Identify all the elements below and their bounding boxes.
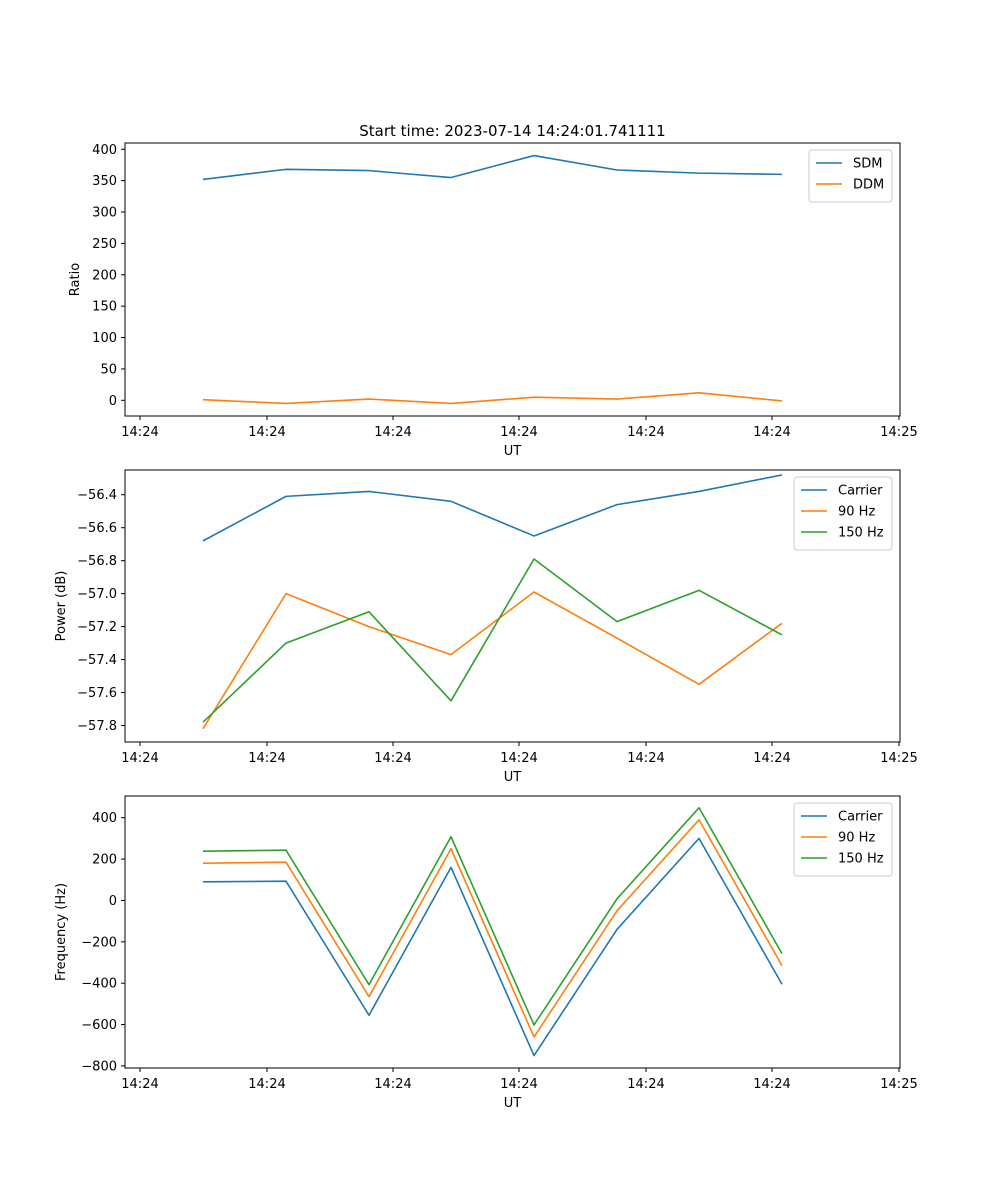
axes-frame — [124, 142, 901, 417]
series-line-90-hz — [202, 818, 783, 1038]
series-line-ddm — [202, 391, 783, 405]
y-tick-label: −56.4 — [77, 488, 117, 503]
x-tick-label: 14:24 — [500, 1077, 537, 1092]
panels: 14:24 14:24 14:24 14:24 14:24 14:24 14:25 0 50 10… — [54, 142, 918, 1111]
series-line-90-hz — [202, 591, 783, 730]
x-tick-label: 14:24 — [121, 425, 158, 440]
legend-label: 90 Hz — [838, 831, 875, 846]
series-line-sdm — [202, 154, 783, 181]
x-axis-label: UT — [504, 1096, 522, 1111]
y-tick-label: −57.2 — [77, 620, 117, 635]
panel-3: 14:24 14:24 14:24 14:24 14:24 14:24 14:25 −800 −… — [54, 795, 918, 1111]
y-tick-label: 300 — [92, 206, 117, 221]
y-tick-label: 350 — [92, 174, 117, 189]
x-tick-label: 14:24 — [248, 425, 285, 440]
x-tick-label: 14:24 — [374, 1077, 411, 1092]
x-tick-label: 14:24 — [121, 1077, 158, 1092]
legend-label: 150 Hz — [838, 852, 884, 867]
x-tick-label: 14:24 — [374, 751, 411, 766]
legend-label: 150 Hz — [838, 526, 884, 541]
y-tick-label: −57.8 — [77, 719, 117, 734]
axes-frame — [124, 795, 901, 1069]
y-tick-label: −57.4 — [77, 653, 117, 668]
x-tick-label: 14:24 — [627, 1077, 664, 1092]
x-tick-label: 14:24 — [374, 425, 411, 440]
x-tick-label: 14:24 — [500, 751, 537, 766]
y-tick-label: −400 — [81, 977, 117, 992]
y-tick-label: −600 — [81, 1018, 117, 1033]
y-tick-label: 50 — [100, 362, 117, 377]
y-tick-label: −57.6 — [77, 686, 117, 701]
x-tick-label: 14:24 — [121, 751, 158, 766]
panel-2: 14:24 14:24 14:24 14:24 14:24 14:24 14:25 −57.8… — [54, 469, 918, 785]
x-tick-label: 14:24 — [248, 751, 285, 766]
y-tick-label: −200 — [81, 935, 117, 950]
legend-label: SDM — [853, 157, 882, 172]
legend-label: Carrier — [838, 810, 883, 825]
x-tick-label: 14:24 — [753, 425, 790, 440]
y-tick-label: 400 — [92, 811, 117, 826]
y-tick-label: 250 — [92, 237, 117, 252]
x-tick-label: 14:24 — [248, 1077, 285, 1092]
series-line-carrier — [202, 837, 783, 1057]
y-axis-label: Power (dB) — [54, 571, 69, 642]
x-tick-label: 14:25 — [880, 1077, 917, 1092]
x-tick-label: 14:24 — [753, 751, 790, 766]
legend-label: Carrier — [838, 484, 883, 499]
y-tick-label: −800 — [81, 1059, 117, 1074]
x-tick-label: 14:24 — [627, 425, 664, 440]
series-line-carrier — [202, 474, 783, 542]
y-tick-label: 200 — [92, 853, 117, 868]
y-tick-label: −56.6 — [77, 521, 117, 536]
legend-label: 90 Hz — [838, 505, 875, 520]
x-tick-label: 14:24 — [753, 1077, 790, 1092]
y-tick-label: 400 — [92, 143, 117, 158]
y-tick-label: −57.0 — [77, 587, 117, 602]
y-axis-label: Ratio — [68, 263, 83, 296]
y-tick-label: 150 — [92, 300, 117, 315]
y-tick-label: 100 — [92, 331, 117, 346]
y-tick-label: 0 — [109, 394, 117, 409]
y-tick-label: −56.8 — [77, 554, 117, 569]
y-tick-label: 0 — [109, 894, 117, 909]
series-line-150-hz — [202, 558, 783, 723]
x-tick-label: 14:25 — [880, 751, 917, 766]
y-tick-label: 200 — [92, 268, 117, 283]
x-axis-label: UT — [504, 770, 522, 785]
x-axis-label: UT — [504, 444, 522, 459]
figure-title: Start time: 2023-07-14 14:24:01.741111 — [359, 122, 665, 140]
x-tick-label: 14:25 — [880, 425, 917, 440]
x-tick-label: 14:24 — [627, 751, 664, 766]
y-axis-label: Frequency (Hz) — [54, 883, 69, 981]
axes-frame — [124, 469, 901, 743]
series-line-150-hz — [202, 806, 783, 1026]
x-tick-label: 14:24 — [500, 425, 537, 440]
panel-1: 14:24 14:24 14:24 14:24 14:24 14:24 14:25 0 50 10… — [68, 142, 918, 459]
legend-label: DDM — [853, 178, 884, 193]
